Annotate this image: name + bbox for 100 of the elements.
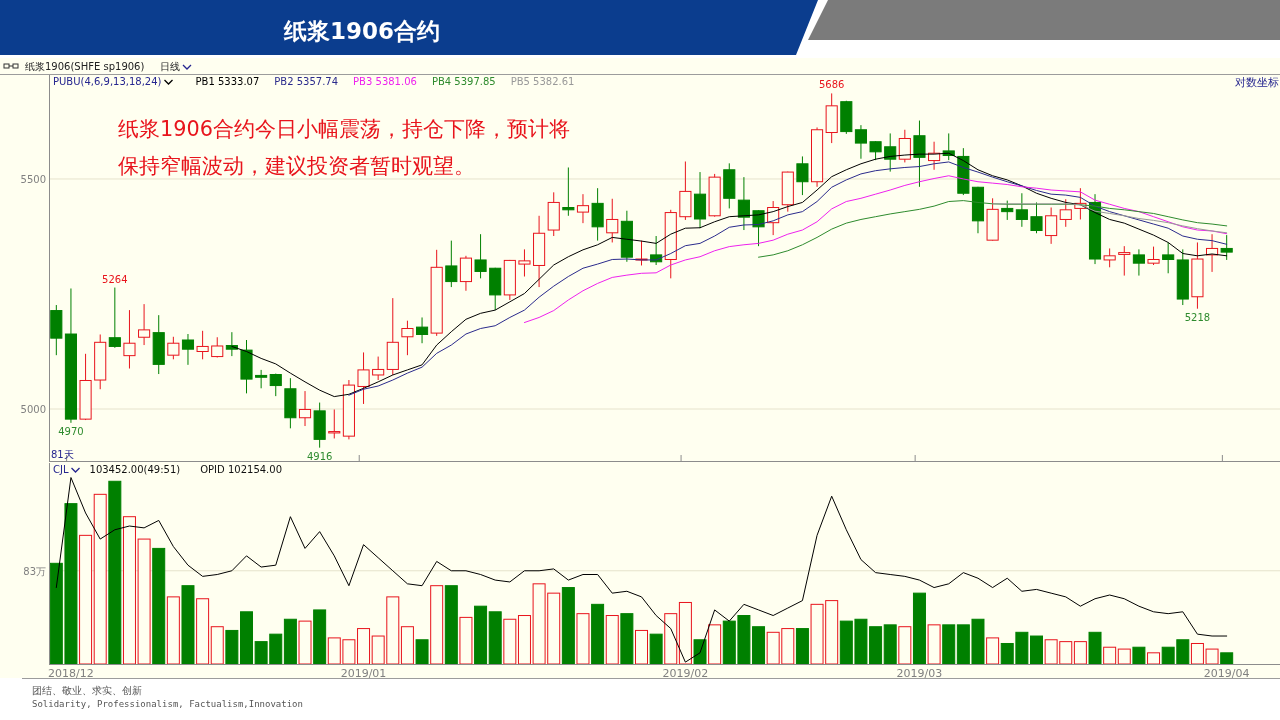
text: PB3 5381.06 — [353, 76, 417, 87]
bar — [898, 626, 912, 665]
candlestick — [298, 390, 312, 427]
candlestick — [416, 316, 429, 344]
annotation: 4916 — [306, 450, 333, 462]
line-series — [758, 200, 1228, 258]
bar — [93, 493, 107, 665]
bar — [1103, 646, 1117, 665]
legend-title: PUBU(4,6,9,13,18,24) — [53, 76, 162, 87]
bar — [678, 601, 692, 665]
text: 103452.00(49:51) — [89, 464, 181, 475]
candlestick — [1045, 207, 1058, 245]
bar — [474, 605, 488, 665]
bar — [561, 587, 575, 665]
x-tick-label: 2019/01 — [340, 667, 387, 680]
x-tick-label: 2018/12 — [48, 667, 94, 680]
bar — [503, 618, 517, 665]
candlestick — [138, 303, 151, 346]
candlestick — [562, 166, 575, 217]
bar — [459, 616, 473, 665]
bar — [1220, 652, 1234, 665]
annotation: 81天 — [51, 449, 74, 460]
bar — [488, 611, 502, 665]
candlestick — [108, 287, 121, 349]
bar — [649, 633, 663, 665]
candlestick — [913, 120, 926, 188]
annotation: 5264 — [102, 273, 128, 285]
candlestick — [591, 187, 604, 242]
bar — [635, 629, 648, 665]
candlestick — [328, 408, 341, 439]
text: 纸浆1906(SHFE sp1906) — [25, 61, 145, 72]
candlestick — [1103, 247, 1116, 268]
legend-title: CJL — [53, 464, 69, 475]
candlestick — [737, 176, 750, 231]
bar — [942, 624, 956, 665]
candlestick — [181, 333, 195, 366]
line-series — [523, 175, 1228, 324]
x-tick-label: 2019/03 — [896, 667, 943, 680]
bar — [576, 613, 590, 665]
bar — [591, 603, 605, 665]
x-tick-label: 2019/02 — [662, 667, 709, 680]
bar — [664, 613, 678, 665]
bar — [620, 613, 634, 665]
text: PB4 5397.85 — [431, 76, 496, 87]
candlestick — [854, 124, 867, 160]
annotation: 4970 — [58, 425, 84, 437]
candlestick — [459, 255, 472, 292]
text: PB5 5382.61 — [510, 76, 575, 87]
candlestick — [898, 129, 911, 163]
chart-title: 纸浆1906合约 — [282, 18, 441, 44]
bar — [400, 626, 414, 665]
y-tick-label: 5000 — [20, 404, 46, 416]
bar — [927, 624, 941, 665]
candlestick — [1162, 241, 1175, 274]
bar — [313, 609, 327, 665]
bar — [430, 585, 444, 665]
text: OPID 102154.00 — [200, 464, 283, 475]
candlestick — [401, 320, 414, 356]
candlestick — [255, 369, 268, 389]
candlestick — [357, 351, 370, 405]
bar — [912, 592, 926, 665]
bar — [108, 480, 122, 665]
annotation: 纸浆1906合约今日小幅震荡，持仓下降，预计将 — [118, 117, 570, 141]
bar — [196, 598, 210, 665]
bar — [795, 628, 809, 665]
bar — [210, 626, 224, 665]
bar — [444, 585, 458, 665]
candlestick — [445, 240, 458, 288]
bar — [693, 639, 707, 665]
candlestick — [869, 140, 882, 161]
candlestick — [1030, 201, 1043, 234]
bar — [605, 615, 619, 665]
text: 对数坐标 — [1235, 76, 1279, 89]
bar — [166, 596, 180, 665]
text: 团结、敬业、求实、创新 — [32, 685, 142, 696]
text: Solidarity, Professionalism, Factualism,Innovation — [32, 699, 303, 709]
bar — [1132, 646, 1146, 665]
candlestick — [518, 248, 531, 278]
bar — [708, 624, 722, 665]
candlestick — [167, 336, 180, 360]
candlestick — [372, 356, 385, 381]
bar — [1073, 641, 1087, 665]
ref-line-label: 83万 — [23, 565, 46, 577]
candlestick — [1059, 198, 1072, 228]
y-tick-label: 5500 — [20, 173, 46, 185]
candlestick — [576, 193, 590, 224]
annotation: 保持窄幅波动，建议投资者暂时观望。 — [118, 154, 475, 178]
candlestick — [1015, 192, 1028, 228]
candlestick — [123, 309, 136, 370]
bar — [1147, 652, 1161, 665]
candlestick — [1118, 245, 1131, 277]
legend-label: PB1 5333.07 — [195, 76, 260, 87]
candlestick — [1147, 246, 1160, 266]
text: 日线 — [160, 61, 180, 72]
text: PB2 5357.74 — [274, 76, 339, 87]
bar — [152, 547, 166, 665]
bar — [181, 585, 195, 665]
candlestick — [1001, 200, 1014, 221]
bar — [986, 637, 1000, 665]
candlestick — [196, 330, 209, 360]
